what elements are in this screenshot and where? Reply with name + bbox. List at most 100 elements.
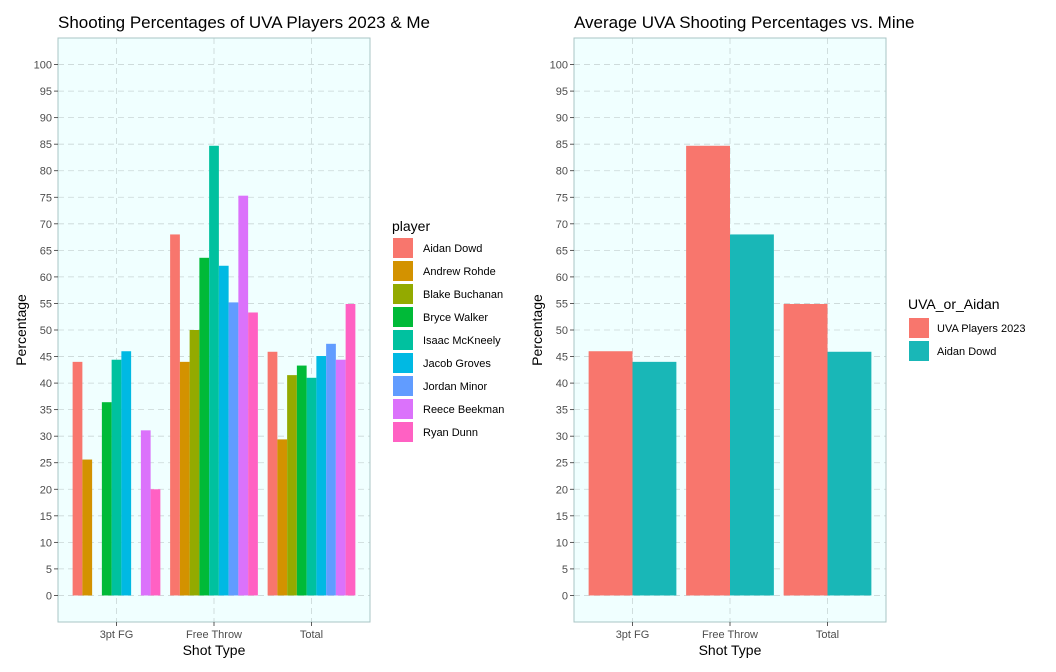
y-tick-label: 100 — [34, 60, 52, 72]
legend-label: Blake Buchanan — [423, 289, 503, 301]
y-axis-ticks: 0 5 10 15 20 25 30 35 40 45 50 55 60 65 70 75 80 85 90 95 10… — [34, 60, 58, 602]
y-tick-label: 5 — [46, 564, 52, 576]
y-tick-label: 80 — [40, 166, 52, 178]
bar — [588, 351, 633, 596]
bar — [101, 402, 112, 596]
y-tick-label: 80 — [556, 166, 568, 178]
y-axis-label: Percentage — [529, 294, 545, 366]
y-tick-label: 0 — [562, 590, 568, 602]
y-tick-label: 25 — [556, 458, 568, 470]
legend-label: Aidan Dowd — [423, 243, 482, 255]
legend-key — [909, 318, 929, 338]
y-tick-label: 0 — [46, 590, 52, 602]
y-tick-label: 100 — [550, 60, 568, 72]
legend-key — [909, 341, 929, 361]
bar — [296, 365, 307, 596]
y-tick-label: 45 — [556, 352, 568, 364]
y-tick-label: 30 — [556, 431, 568, 443]
y-tick-label: 50 — [556, 325, 568, 337]
bar — [326, 343, 336, 596]
bar — [632, 361, 677, 596]
legend-key — [393, 307, 413, 327]
x-tick-label: Free Throw — [186, 629, 242, 641]
x-tick-label: 3pt FG — [616, 629, 650, 641]
bar — [277, 439, 288, 596]
y-tick-label: 15 — [40, 511, 52, 523]
bar — [140, 430, 151, 596]
legend-label: Isaac McKneely — [423, 335, 501, 347]
y-tick-label: 25 — [40, 458, 52, 470]
bar — [345, 303, 356, 596]
bar — [238, 195, 249, 596]
legend-key — [393, 238, 413, 258]
y-tick-label: 20 — [556, 484, 568, 496]
bar — [209, 145, 219, 596]
x-axis-ticks: 3pt FG Free Throw Total — [616, 622, 839, 641]
legend-label: Ryan Dunn — [423, 427, 478, 439]
x-tick-label: Total — [300, 629, 323, 641]
y-axis-ticks: 0 5 10 15 20 25 30 35 40 45 50 55 60 65 70 75 80 85 90 95 10… — [550, 60, 574, 602]
y-tick-label: 5 — [562, 564, 568, 576]
bar — [189, 330, 200, 596]
x-tick-label: 3pt FG — [100, 629, 134, 641]
chart-right: Average UVA Shooting Percentages vs. Min… — [529, 13, 1025, 658]
bar — [827, 351, 872, 596]
y-tick-label: 95 — [40, 86, 52, 98]
bar — [783, 303, 828, 596]
bars — [588, 145, 872, 596]
y-tick-label: 10 — [556, 537, 568, 549]
bar — [686, 145, 730, 596]
legend-key — [393, 422, 413, 442]
bar — [111, 359, 122, 596]
legend-label: Bryce Walker — [423, 312, 488, 324]
legend-key — [393, 376, 413, 396]
legend-key — [393, 261, 413, 281]
chart-left: Shooting Percentages of UVA Players 2023… — [13, 13, 504, 658]
x-axis-label: Shot Type — [699, 642, 762, 658]
y-tick-label: 65 — [40, 245, 52, 257]
y-tick-label: 50 — [40, 325, 52, 337]
chart-title: Shooting Percentages of UVA Players 2023… — [58, 13, 430, 32]
legend: UVA_or_Aidan UVA Players 2023 Aidan Dowd — [908, 296, 1025, 361]
legend-label: UVA Players 2023 — [937, 323, 1025, 335]
legend-key — [393, 330, 413, 350]
y-tick-label: 35 — [556, 405, 568, 417]
bar — [287, 375, 297, 596]
legend-label: Aidan Dowd — [937, 346, 996, 358]
legend-key — [393, 353, 413, 373]
y-tick-label: 70 — [556, 219, 568, 231]
bar — [267, 351, 278, 596]
bar — [72, 361, 83, 596]
bar — [199, 257, 210, 596]
y-axis-label: Percentage — [13, 294, 29, 366]
bar — [82, 459, 93, 596]
legend: player Aidan Dowd Andrew Rohde Blake Bucha… — [392, 218, 504, 442]
bar — [228, 302, 239, 596]
y-tick-label: 75 — [556, 192, 568, 204]
y-tick-label: 10 — [40, 537, 52, 549]
x-tick-label: Total — [816, 629, 839, 641]
legend-title: player — [392, 218, 430, 234]
y-tick-label: 55 — [556, 298, 568, 310]
y-tick-label: 55 — [40, 298, 52, 310]
y-tick-label: 85 — [556, 139, 568, 151]
y-tick-label: 60 — [556, 272, 568, 284]
bar — [179, 361, 190, 596]
y-tick-label: 45 — [40, 352, 52, 364]
y-tick-label: 40 — [40, 378, 52, 390]
y-tick-label: 75 — [40, 192, 52, 204]
legend-title: UVA_or_Aidan — [908, 296, 1000, 312]
y-tick-label: 30 — [40, 431, 52, 443]
y-tick-label: 90 — [40, 113, 52, 125]
legend-key — [393, 399, 413, 419]
bar — [248, 312, 258, 596]
bar — [730, 234, 774, 596]
bar — [150, 489, 161, 596]
y-tick-label: 15 — [556, 511, 568, 523]
y-tick-label: 95 — [556, 86, 568, 98]
bar — [316, 356, 327, 596]
y-tick-label: 40 — [556, 378, 568, 390]
y-tick-label: 90 — [556, 113, 568, 125]
legend-label: Jacob Groves — [423, 358, 491, 370]
bars — [72, 145, 356, 596]
